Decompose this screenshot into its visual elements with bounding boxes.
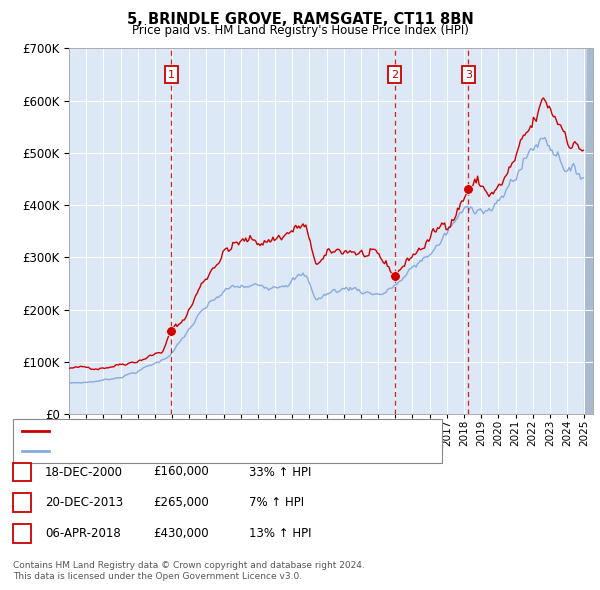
Text: £160,000: £160,000 <box>153 466 209 478</box>
Text: 1: 1 <box>19 466 26 478</box>
Text: 33% ↑ HPI: 33% ↑ HPI <box>249 466 311 478</box>
Text: £430,000: £430,000 <box>153 527 209 540</box>
Text: £265,000: £265,000 <box>153 496 209 509</box>
Text: This data is licensed under the Open Government Licence v3.0.: This data is licensed under the Open Gov… <box>13 572 302 581</box>
Text: 1: 1 <box>168 70 175 80</box>
Text: 18-DEC-2000: 18-DEC-2000 <box>45 466 123 478</box>
Text: 5, BRINDLE GROVE, RAMSGATE, CT11 8BN (detached house): 5, BRINDLE GROVE, RAMSGATE, CT11 8BN (de… <box>55 427 370 436</box>
Text: 5, BRINDLE GROVE, RAMSGATE, CT11 8BN: 5, BRINDLE GROVE, RAMSGATE, CT11 8BN <box>127 12 473 27</box>
Text: 3: 3 <box>19 527 26 540</box>
Text: 2: 2 <box>19 496 26 509</box>
Text: Price paid vs. HM Land Registry's House Price Index (HPI): Price paid vs. HM Land Registry's House … <box>131 24 469 37</box>
Text: 3: 3 <box>465 70 472 80</box>
Text: 20-DEC-2013: 20-DEC-2013 <box>45 496 123 509</box>
Text: 7% ↑ HPI: 7% ↑ HPI <box>249 496 304 509</box>
Text: 06-APR-2018: 06-APR-2018 <box>45 527 121 540</box>
Text: Contains HM Land Registry data © Crown copyright and database right 2024.: Contains HM Land Registry data © Crown c… <box>13 560 365 569</box>
Text: 13% ↑ HPI: 13% ↑ HPI <box>249 527 311 540</box>
Text: 2: 2 <box>391 70 398 80</box>
Text: HPI: Average price, detached house, Thanet: HPI: Average price, detached house, Than… <box>55 446 284 455</box>
